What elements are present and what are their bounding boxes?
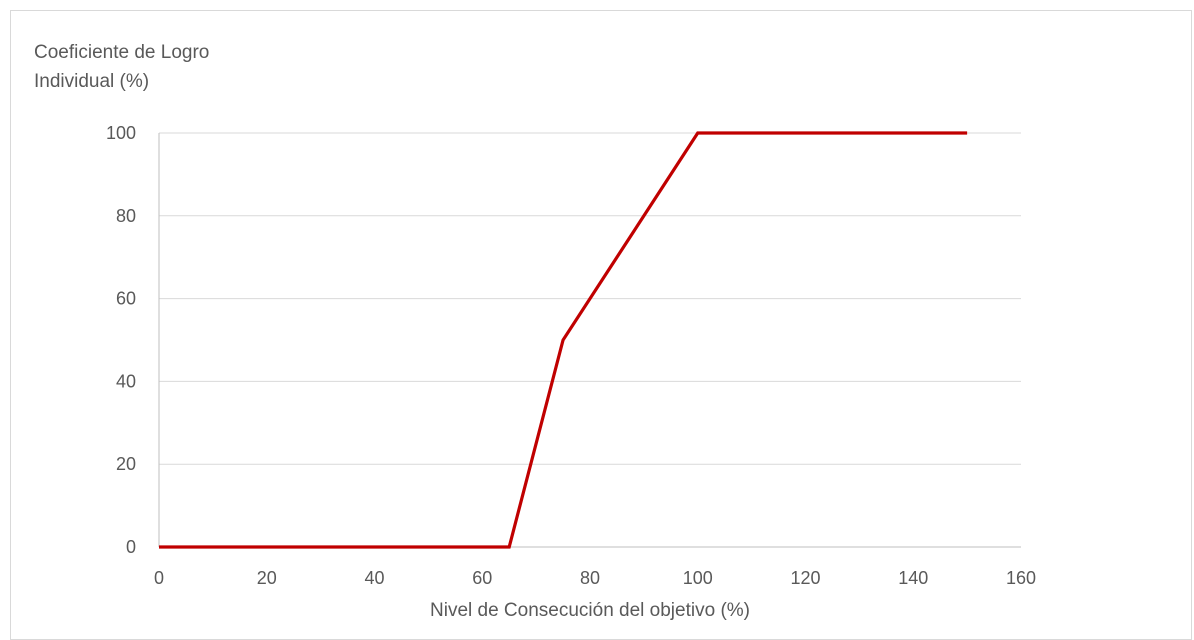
y-tick-label: 80 — [116, 206, 136, 226]
y-tick-label: 60 — [116, 289, 136, 309]
x-tick-label: 60 — [472, 568, 492, 588]
y-axis-title-line-2: Individual (%) — [34, 71, 150, 92]
y-tick-label: 40 — [116, 371, 136, 391]
x-axis-tick-labels: 0 20 40 60 80 100 120 140 160 — [154, 568, 1036, 588]
x-tick-label: 140 — [898, 568, 928, 588]
gridlines — [158, 132, 1021, 548]
x-axis-title: Nivel de Consecución del objetivo (%) — [430, 600, 750, 621]
x-tick-label: 20 — [257, 568, 277, 588]
x-tick-label: 100 — [683, 568, 713, 588]
x-tick-label: 120 — [790, 568, 820, 588]
y-axis-tick-labels: 0 20 40 60 80 100 — [106, 123, 136, 557]
series-line — [159, 131, 968, 549]
x-tick-label: 40 — [364, 568, 384, 588]
y-axis-title-line-1: Coeficiente de Logro — [34, 42, 210, 63]
x-tick-label: 80 — [580, 568, 600, 588]
chart-frame — [10, 10, 1192, 640]
x-tick-label: 160 — [1006, 568, 1036, 588]
y-tick-label: 20 — [116, 454, 136, 474]
x-tick-label: 0 — [154, 568, 164, 588]
series-layer — [159, 131, 968, 549]
y-tick-label: 0 — [126, 537, 136, 557]
y-tick-label: 100 — [106, 123, 136, 143]
y-axis-title: Coeficiente de Logro Individual (%) — [34, 38, 334, 96]
